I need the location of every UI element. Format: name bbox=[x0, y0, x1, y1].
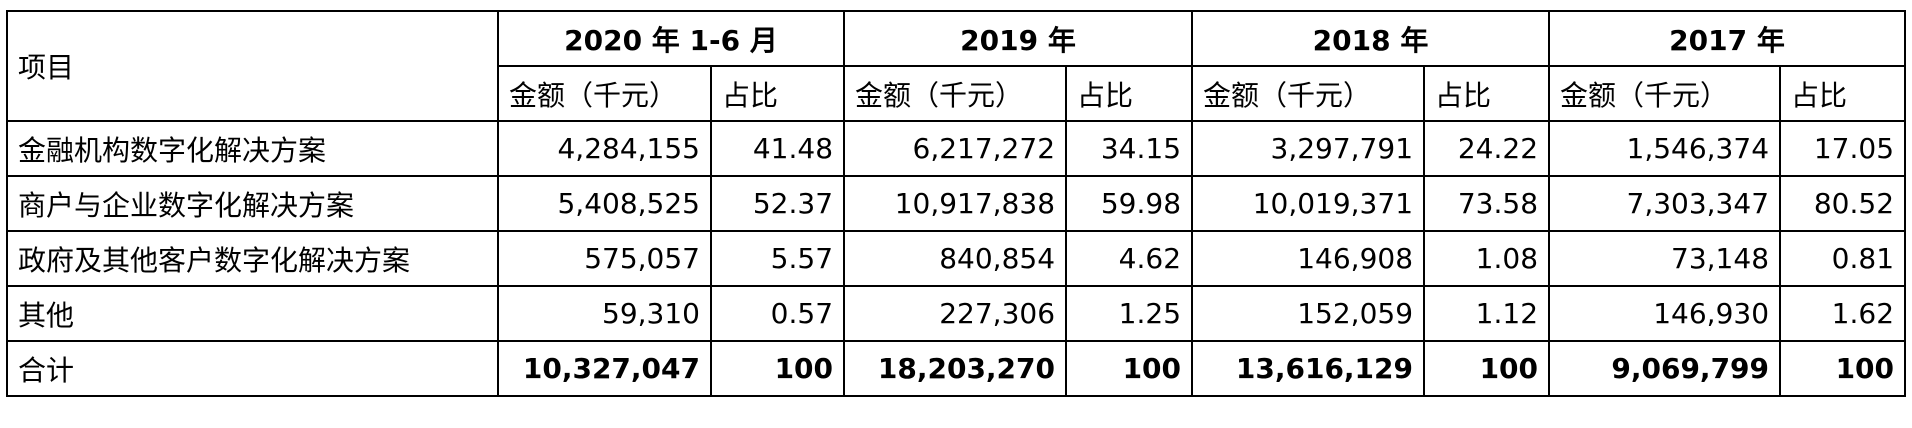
total-ratio-cell: 100 bbox=[1779, 340, 1907, 397]
amount-header: 金额（千元） bbox=[1191, 65, 1426, 122]
period-header-2018: 2018 年 bbox=[1191, 10, 1551, 67]
ratio-header: 占比 bbox=[1779, 65, 1907, 122]
ratio-cell: 1.25 bbox=[1065, 285, 1194, 342]
row-label: 政府及其他客户数字化解决方案 bbox=[6, 230, 499, 287]
row-label: 金融机构数字化解决方案 bbox=[6, 120, 499, 177]
table-row: 金融机构数字化解决方案 4,284,155 41.48 6,217,272 34… bbox=[6, 120, 1907, 177]
amount-cell: 152,059 bbox=[1191, 285, 1426, 342]
ratio-cell: 41.48 bbox=[709, 120, 846, 177]
total-ratio-cell: 100 bbox=[1065, 340, 1194, 397]
amount-cell: 3,297,791 bbox=[1191, 120, 1426, 177]
total-amount-cell: 13,616,129 bbox=[1191, 340, 1426, 397]
total-row: 合计 10,327,047 100 18,203,270 100 13,616,… bbox=[6, 340, 1907, 397]
period-header-2020h1: 2020 年 1-6 月 bbox=[496, 10, 846, 67]
revenue-breakdown-table: 项目 2020 年 1-6 月 2019 年 2018 年 2017 年 金额（… bbox=[6, 10, 1907, 397]
table-row: 商户与企业数字化解决方案 5,408,525 52.37 10,917,838 … bbox=[6, 175, 1907, 232]
amount-cell: 146,930 bbox=[1548, 285, 1782, 342]
ratio-cell: 1.62 bbox=[1779, 285, 1907, 342]
amount-cell: 840,854 bbox=[843, 230, 1068, 287]
amount-cell: 227,306 bbox=[843, 285, 1068, 342]
ratio-header: 占比 bbox=[709, 65, 846, 122]
amount-cell: 59,310 bbox=[497, 285, 712, 342]
total-label: 合计 bbox=[6, 340, 499, 397]
row-label: 商户与企业数字化解决方案 bbox=[6, 175, 499, 232]
ratio-cell: 59.98 bbox=[1065, 175, 1194, 232]
header-row-periods: 项目 2020 年 1-6 月 2019 年 2018 年 2017 年 bbox=[6, 10, 1907, 122]
ratio-header: 占比 bbox=[1065, 65, 1194, 122]
amount-header: 金额（千元） bbox=[1548, 65, 1782, 122]
amount-cell: 1,546,374 bbox=[1548, 120, 1782, 177]
item-header-cell: 项目 bbox=[6, 10, 499, 122]
amount-cell: 6,217,272 bbox=[843, 120, 1068, 177]
amount-header: 金额（千元） bbox=[843, 65, 1068, 122]
total-ratio-cell: 100 bbox=[709, 340, 846, 397]
header-row-subcolumns: 金额（千元） 占比 金额（千元） 占比 金额（千元） 占比 金额（千元） 占比 bbox=[7, 65, 1907, 122]
period-header-2019: 2019 年 bbox=[843, 10, 1194, 67]
ratio-cell: 34.15 bbox=[1065, 120, 1194, 177]
ratio-cell: 1.08 bbox=[1423, 230, 1551, 287]
amount-cell: 5,408,525 bbox=[497, 175, 712, 232]
amount-cell: 146,908 bbox=[1191, 230, 1426, 287]
ratio-cell: 0.57 bbox=[709, 285, 846, 342]
table-row: 其他 59,310 0.57 227,306 1.25 152,059 1.12… bbox=[6, 285, 1907, 342]
ratio-cell: 1.12 bbox=[1423, 285, 1551, 342]
amount-cell: 4,284,155 bbox=[497, 120, 712, 177]
amount-header: 金额（千元） bbox=[497, 65, 712, 122]
table-row: 政府及其他客户数字化解决方案 575,057 5.57 840,854 4.62… bbox=[6, 230, 1907, 287]
amount-cell: 10,019,371 bbox=[1191, 175, 1426, 232]
period-header-2017: 2017 年 bbox=[1548, 10, 1907, 67]
ratio-cell: 80.52 bbox=[1779, 175, 1907, 232]
total-ratio-cell: 100 bbox=[1423, 340, 1551, 397]
amount-cell: 10,917,838 bbox=[843, 175, 1068, 232]
total-amount-cell: 18,203,270 bbox=[843, 340, 1068, 397]
ratio-cell: 17.05 bbox=[1779, 120, 1907, 177]
ratio-cell: 4.62 bbox=[1065, 230, 1194, 287]
revenue-table-wrapper: 项目 2020 年 1-6 月 2019 年 2018 年 2017 年 金额（… bbox=[6, 10, 1907, 397]
row-label: 其他 bbox=[6, 285, 499, 342]
ratio-cell: 52.37 bbox=[709, 175, 846, 232]
total-amount-cell: 10,327,047 bbox=[497, 340, 712, 397]
ratio-cell: 24.22 bbox=[1423, 120, 1551, 177]
ratio-cell: 0.81 bbox=[1779, 230, 1907, 287]
ratio-cell: 5.57 bbox=[709, 230, 846, 287]
ratio-header: 占比 bbox=[1423, 65, 1551, 122]
ratio-cell: 73.58 bbox=[1423, 175, 1551, 232]
amount-cell: 7,303,347 bbox=[1548, 175, 1782, 232]
amount-cell: 73,148 bbox=[1548, 230, 1782, 287]
amount-cell: 575,057 bbox=[497, 230, 712, 287]
total-amount-cell: 9,069,799 bbox=[1548, 340, 1782, 397]
